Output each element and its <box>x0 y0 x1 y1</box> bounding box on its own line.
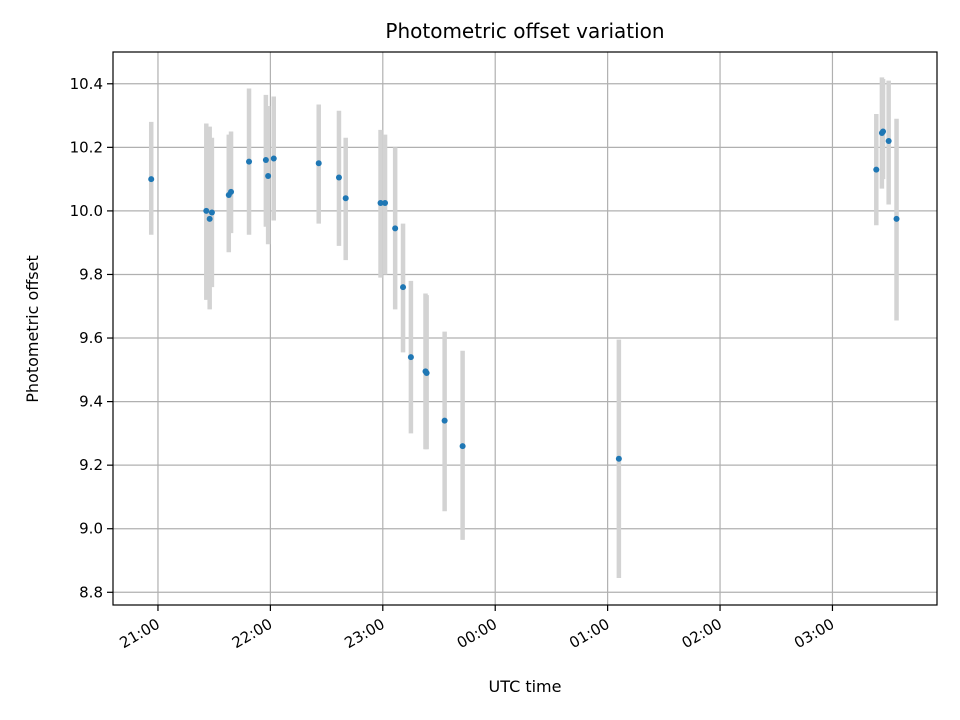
data-point <box>615 455 622 462</box>
data-point <box>400 284 407 291</box>
plot-frame <box>112 51 938 606</box>
data-point <box>208 209 215 216</box>
y-tick-label: 9.0 <box>79 520 103 538</box>
grid-lines <box>113 52 937 605</box>
y-axis-label: Photometric offset <box>23 255 42 403</box>
y-tick-label: 9.8 <box>79 265 103 283</box>
data-point <box>148 176 155 183</box>
y-tick-label: 10.4 <box>70 75 103 93</box>
data-point <box>262 157 269 164</box>
data-point <box>315 160 322 167</box>
data-point <box>407 354 414 361</box>
data-point <box>203 207 210 214</box>
data-point <box>206 215 213 222</box>
y-tick-label: 9.4 <box>79 393 103 411</box>
data-point <box>342 195 349 202</box>
data-point <box>377 199 384 206</box>
data-points <box>148 128 900 462</box>
data-point <box>893 215 900 222</box>
data-point <box>265 172 272 179</box>
data-point <box>441 417 448 424</box>
y-tick-label: 10.2 <box>70 138 103 156</box>
data-point <box>228 188 235 195</box>
data-point <box>392 225 399 232</box>
data-point <box>880 128 887 135</box>
data-point <box>270 155 277 162</box>
y-axis-ticks: 8.8 9.0 9.2 9.4 9.6 9.8 10.0 10.2 10.4 <box>70 75 113 601</box>
y-tick-label: 10.0 <box>70 202 103 220</box>
y-tick-label: 8.8 <box>79 583 103 601</box>
data-point <box>885 137 892 144</box>
y-tick-label: 9.6 <box>79 329 103 347</box>
data-point <box>459 443 466 450</box>
data-point <box>382 199 389 206</box>
y-tick-label: 9.2 <box>79 456 103 474</box>
x-axis-label: UTC time <box>489 677 562 696</box>
chart-title: Photometric offset variation <box>385 19 664 43</box>
data-point <box>873 166 880 173</box>
data-point <box>335 174 342 181</box>
data-point <box>246 158 253 165</box>
data-point <box>423 369 430 376</box>
